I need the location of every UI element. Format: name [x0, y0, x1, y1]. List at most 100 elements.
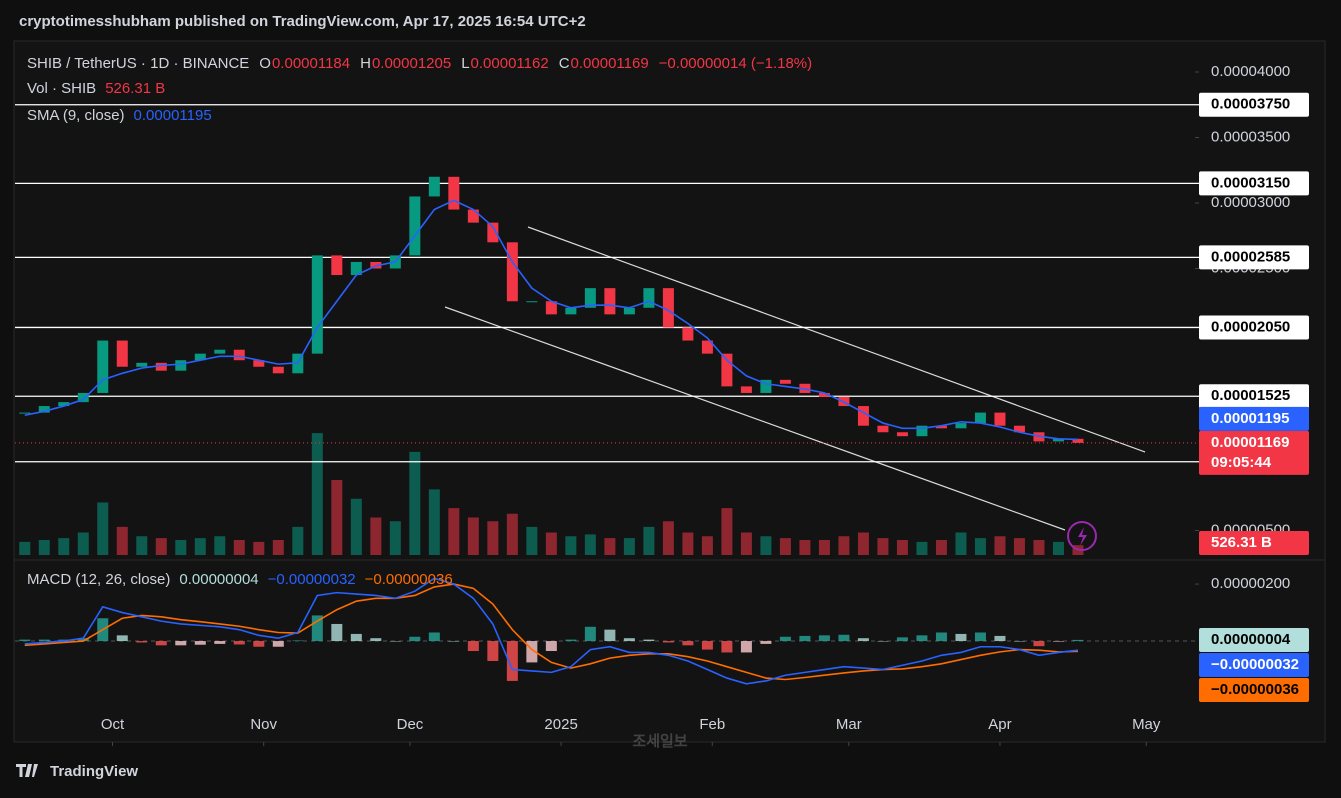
volume-bar	[623, 538, 635, 555]
volume-bar	[428, 489, 440, 555]
candle-body	[526, 301, 538, 303]
volume-bar	[350, 498, 362, 555]
candle-body	[58, 402, 70, 407]
volume-bar	[799, 540, 811, 555]
candle-body	[662, 288, 674, 328]
macd-hist-label: 0.00000004	[1211, 631, 1291, 648]
x-tick-label: 2025	[544, 716, 577, 733]
candle-body	[565, 307, 577, 315]
legend-text: SMA (9, close)	[27, 107, 125, 124]
candle-body	[974, 412, 986, 424]
macd-hist-box	[1199, 628, 1309, 652]
macd-hist	[896, 637, 908, 642]
volume-bar	[604, 538, 616, 555]
candle-body	[1013, 425, 1025, 433]
legend-text: 0.00001195	[134, 107, 212, 124]
signal-value-box	[1199, 678, 1309, 702]
sma-label: 0.00001195	[1211, 410, 1289, 427]
candle-body	[760, 379, 772, 393]
legend-text: SHIB / TetherUS · 1D · BINANCE	[27, 55, 249, 72]
volume-bar	[662, 521, 674, 555]
y-tick-label: 0.00004000	[1211, 63, 1290, 80]
candle-body	[136, 362, 148, 367]
level-label: 0.00001525	[1211, 387, 1290, 404]
macd-hist	[955, 633, 967, 642]
macd-hist	[214, 641, 226, 644]
volume-bar	[272, 540, 284, 555]
legend-text: C	[559, 55, 570, 72]
macd-line	[24, 577, 1079, 685]
macd-hist	[604, 629, 616, 642]
macd-hist	[1052, 641, 1064, 642]
y-tick-label: 0.00003500	[1211, 128, 1290, 145]
volume-bar	[545, 532, 557, 555]
candle-body	[701, 340, 713, 354]
macd-hist	[77, 638, 89, 642]
brand: TradingView	[50, 763, 138, 780]
volume-bar	[896, 540, 908, 555]
macd-hist	[799, 635, 811, 642]
macd-hist	[1072, 639, 1084, 642]
candle-body	[155, 362, 167, 371]
macd-hist	[19, 639, 31, 642]
price-label: 09:05:44	[1211, 454, 1272, 471]
candle-body	[721, 353, 733, 387]
macd-value-label: −0.00000032	[1211, 656, 1299, 673]
candle-body	[409, 196, 421, 256]
candle-body	[955, 423, 967, 429]
volume-bar	[760, 536, 772, 555]
volume-bar	[467, 517, 479, 555]
candle-body	[916, 425, 928, 437]
volume-bar	[877, 538, 889, 555]
volume-bar	[487, 521, 499, 555]
legend-text: 0.00001169	[571, 55, 649, 72]
volume-bar	[740, 532, 752, 555]
volume-bar	[97, 502, 109, 555]
candle-body	[818, 392, 830, 397]
legend-text: O	[259, 55, 271, 72]
legend-text: 526.31 B	[105, 80, 165, 97]
macd-hist	[506, 641, 518, 681]
x-tick-label: May	[1132, 716, 1161, 733]
macd-hist	[760, 641, 772, 644]
volume-bar	[818, 540, 830, 555]
volume-bar	[77, 532, 89, 555]
macd-hist	[974, 632, 986, 642]
volume-bar	[916, 541, 928, 555]
candle-body	[604, 288, 616, 315]
x-tick-label: Apr	[988, 716, 1011, 733]
candle-body	[545, 301, 557, 315]
candle-body	[584, 288, 596, 308]
macd-hist	[1013, 641, 1025, 642]
candle-body	[233, 349, 245, 361]
legend-text: −0.00000032	[268, 571, 356, 588]
level-label: 0.00003750	[1211, 96, 1290, 113]
macd-hist	[175, 641, 187, 646]
x-tick-label: Dec	[397, 716, 424, 733]
candle-body	[935, 425, 947, 429]
legend-text: 0.00000004	[179, 571, 258, 588]
volume-bar	[643, 526, 655, 555]
volume-bar	[1013, 538, 1025, 555]
alert-icon[interactable]	[1067, 521, 1097, 551]
plot-layer: 0.000040000.000035000.000030000.00002500…	[15, 63, 1309, 746]
legend-text: Vol · SHIB	[27, 80, 96, 97]
volume-bar	[682, 532, 694, 555]
macd-hist	[409, 636, 421, 642]
legend-text: L	[461, 55, 469, 72]
macd-hist	[233, 641, 245, 645]
legend-text: −0.00000014 (−1.18%)	[659, 55, 812, 72]
macd-hist	[818, 635, 830, 642]
candle-body	[194, 353, 206, 361]
candle-body	[311, 255, 323, 354]
macd-hist	[136, 641, 148, 643]
volume-bar	[19, 541, 31, 555]
candle-body	[214, 349, 226, 354]
volume-bar	[584, 534, 596, 555]
signal-line	[24, 583, 1078, 681]
candle-body	[272, 366, 284, 374]
volume-bar	[331, 480, 343, 555]
price-label: 0.00001169	[1211, 434, 1289, 451]
volume-bar	[565, 536, 577, 555]
legend-text: 0.00001205	[372, 55, 451, 72]
